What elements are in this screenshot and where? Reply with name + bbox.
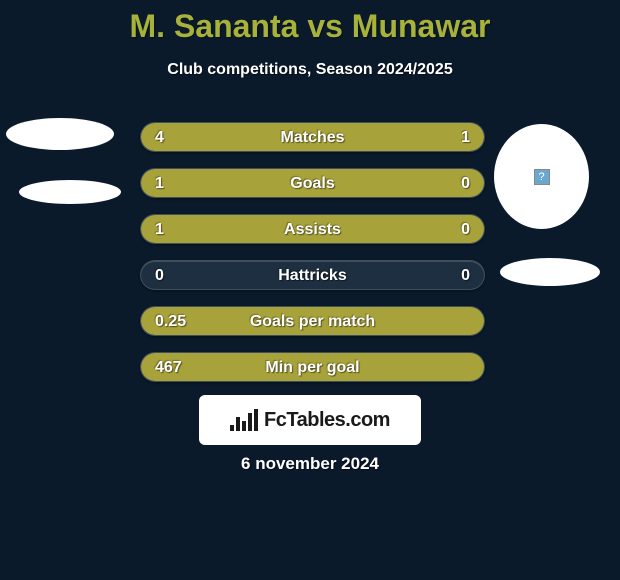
stat-label: Goals [141,169,484,198]
stat-value-right: 0 [461,215,470,244]
stat-value-right: 0 [461,169,470,198]
stat-row: 4Matches1 [140,122,485,152]
comparison-bars: 4Matches11Goals01Assists00Hattricks00.25… [140,122,485,398]
logo-bar [236,417,240,431]
decorative-ellipse [500,258,600,286]
stat-label: Assists [141,215,484,244]
logo-bar [230,425,234,431]
fctables-logo: FcTables.com [199,395,421,445]
stat-label: Goals per match [141,307,484,336]
logo-bar [242,421,246,431]
stat-label: Min per goal [141,353,484,382]
logo-bars-icon [230,409,258,431]
date-label: 6 november 2024 [0,454,620,474]
stat-row: 1Goals0 [140,168,485,198]
stat-label: Hattricks [141,261,484,290]
decorative-ellipse [6,118,114,150]
logo-bar [248,413,252,431]
stat-row: 0Hattricks0 [140,260,485,290]
avatar-placeholder-icon: ? [534,169,550,185]
subtitle: Club competitions, Season 2024/2025 [0,61,620,79]
logo-text: FcTables.com [264,409,390,432]
stat-value-right: 1 [461,123,470,152]
player-avatar-right: ? [494,124,589,229]
stat-row: 467Min per goal [140,352,485,382]
stat-row: 1Assists0 [140,214,485,244]
logo-bar [254,409,258,431]
decorative-ellipse [19,180,121,204]
stat-row: 0.25Goals per match [140,306,485,336]
stat-label: Matches [141,123,484,152]
page-title: M. Sananta vs Munawar [0,0,620,45]
stat-value-right: 0 [461,261,470,290]
